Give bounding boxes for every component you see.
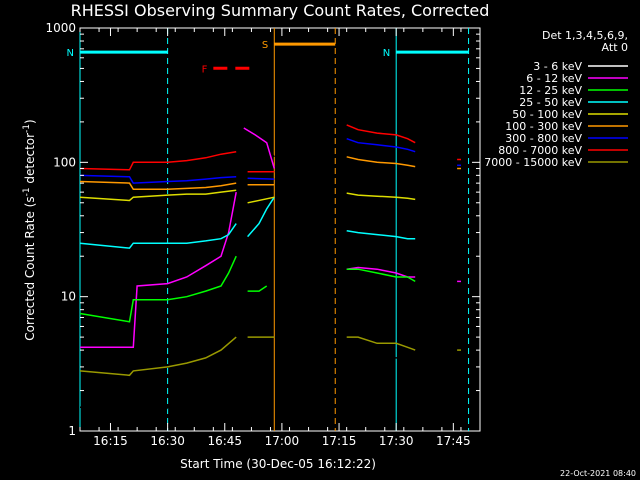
y-label-sup2: -1 — [22, 124, 32, 133]
y-axis: 1 10 100 1000 — [45, 21, 480, 438]
x-tick-label: 16:15 — [93, 434, 128, 448]
y-axis-label: Corrected Count Rate (s-1 detector-1) — [22, 119, 37, 340]
legend-header-1: Det 1,3,4,5,6,9, — [542, 29, 628, 42]
y-label-mid: detector — [23, 133, 37, 188]
series-layer — [79, 124, 461, 427]
series-line — [79, 223, 237, 249]
y-label-end: ) — [23, 119, 37, 124]
legend-header-2: Att 0 — [602, 41, 628, 54]
series-line — [346, 156, 416, 168]
series-line — [247, 196, 275, 238]
series-line — [346, 137, 416, 153]
boundary-lines — [79, 28, 470, 431]
y-label-main: Corrected Count Rate (s — [23, 196, 37, 340]
y-label-sup1: -1 — [22, 187, 32, 196]
x-tick-label: 16:45 — [207, 434, 242, 448]
x-tick-label: 17:00 — [265, 434, 300, 448]
y-tick-label: 10 — [61, 290, 76, 304]
series-line — [79, 255, 237, 323]
series-line — [247, 285, 268, 292]
x-tick-label: 17:30 — [379, 434, 414, 448]
series-line — [79, 336, 237, 377]
legend-label: 300 - 800 keV — [505, 132, 582, 145]
x-axis: 16:15 16:30 16:45 17:00 17:15 17:30 17:45 — [79, 28, 481, 448]
series-line — [346, 336, 416, 351]
legend-label: 100 - 300 keV — [505, 120, 582, 133]
series-line — [346, 192, 416, 201]
x-tick-label: 17:15 — [322, 434, 357, 448]
x-tick-label: 16:30 — [150, 434, 185, 448]
y-tick-label: 1 — [68, 424, 76, 438]
legend-label: 12 - 25 keV — [519, 84, 582, 97]
series-line — [79, 150, 237, 171]
legend-label: 50 - 100 keV — [512, 108, 582, 121]
chart-title: RHESSI Observing Summary Count Rates, Co… — [71, 1, 490, 20]
x-tick-label: 17:45 — [436, 434, 471, 448]
legend-label: 6 - 12 keV — [526, 72, 582, 85]
plot-area: N N F S — [67, 27, 481, 432]
flag-label: F — [202, 64, 208, 75]
legend-label: 7000 - 15000 keV — [484, 156, 582, 169]
series-line — [243, 127, 276, 169]
legend-label: 25 - 50 keV — [519, 96, 582, 109]
flag-label: S — [262, 40, 268, 51]
date-stamp: 22-Oct-2021 08:40 — [560, 469, 636, 478]
legend-label: 800 - 7000 keV — [498, 144, 582, 157]
series-line — [346, 329, 416, 362]
y-tick-label: 1000 — [45, 21, 76, 35]
series-line — [79, 180, 237, 191]
y-tick-label: 100 — [53, 155, 76, 169]
series-line — [346, 229, 416, 240]
legend-label: 3 - 6 keV — [533, 60, 582, 73]
series-line — [80, 191, 237, 349]
series-line — [79, 174, 237, 184]
series-line — [346, 268, 416, 283]
x-axis-label: Start Time (30-Dec-05 16:12:22) — [180, 457, 376, 471]
series-line — [80, 272, 237, 427]
flag-label: N — [383, 48, 390, 59]
flag-label: N — [67, 48, 74, 59]
flag-layer: N N F S — [67, 40, 469, 75]
series-line — [247, 196, 275, 204]
series-line — [247, 177, 275, 180]
series-line — [346, 124, 416, 144]
series-line — [79, 189, 237, 202]
